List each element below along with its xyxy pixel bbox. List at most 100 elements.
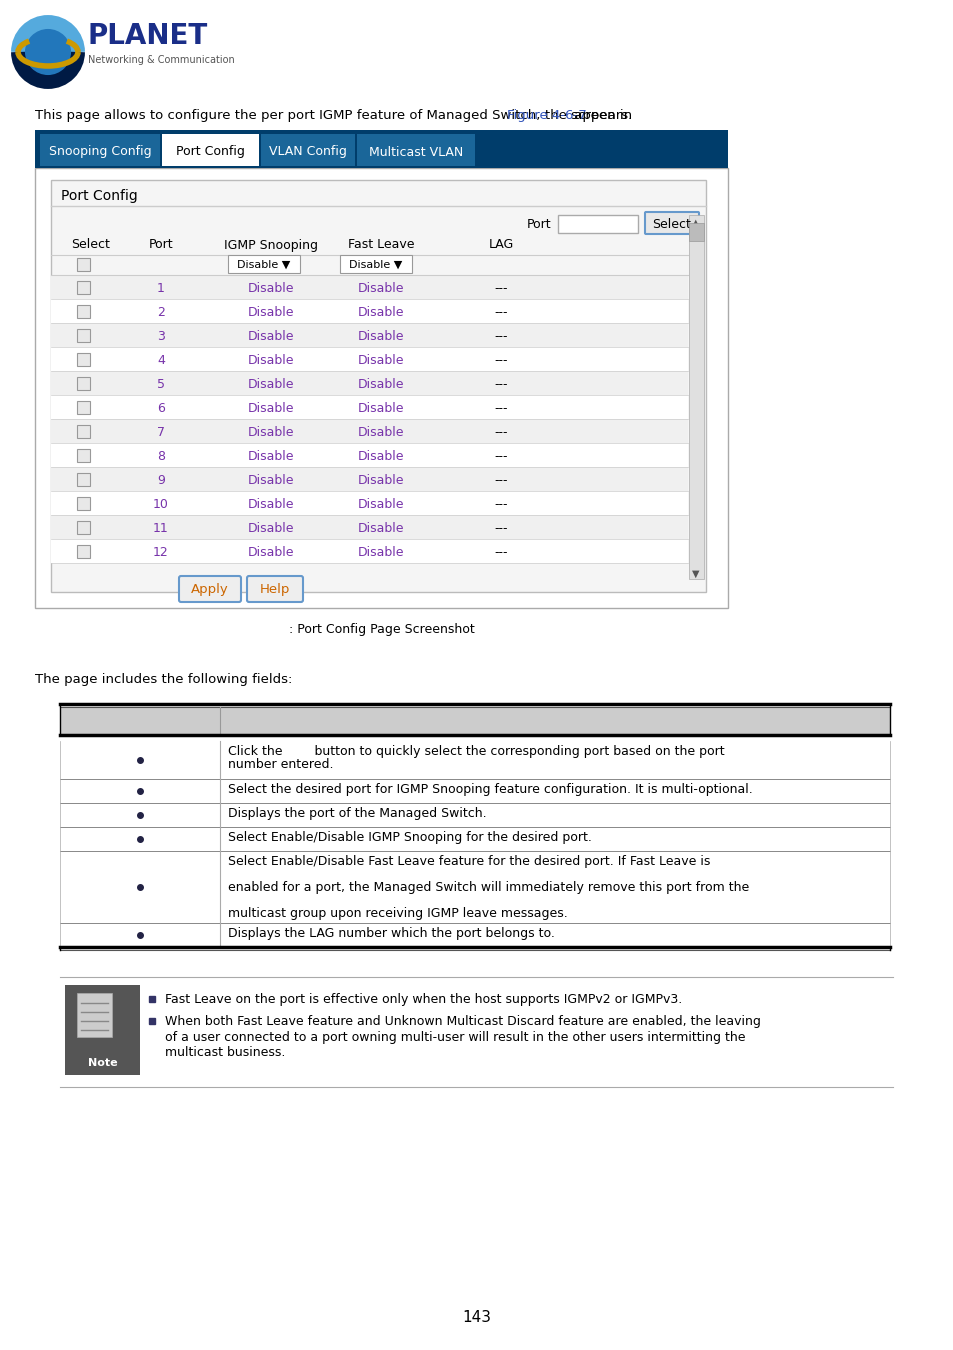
Text: enabled for a port, the Managed Switch will immediately remove this port from th: enabled for a port, the Managed Switch w… (228, 880, 748, 894)
Text: ▲: ▲ (692, 217, 699, 228)
FancyBboxPatch shape (339, 255, 412, 273)
Text: ---: --- (494, 522, 507, 536)
Text: 9: 9 (157, 474, 165, 487)
Text: Disable: Disable (357, 547, 404, 559)
Text: of a user connected to a port owning multi-user will result in the other users i: of a user connected to a port owning mul… (165, 1030, 744, 1044)
Bar (77, 545, 90, 558)
Bar (688, 215, 703, 579)
Bar (65, 986, 140, 1075)
Bar (35, 167, 727, 608)
Text: 3: 3 (157, 331, 165, 343)
Text: Disable: Disable (357, 355, 404, 367)
Text: Figure 4-6-7: Figure 4-6-7 (506, 109, 586, 123)
Bar (51, 323, 687, 347)
Text: ---: --- (494, 498, 507, 512)
Text: Disable: Disable (357, 498, 404, 512)
Text: Select Enable/Disable IGMP Snooping for the desired port.: Select Enable/Disable IGMP Snooping for … (228, 830, 591, 844)
Text: Note: Note (88, 1058, 117, 1068)
Text: Disable: Disable (248, 474, 294, 487)
Text: Disable: Disable (357, 451, 404, 463)
Bar (51, 347, 687, 371)
Text: Disable: Disable (357, 522, 404, 536)
Bar (35, 130, 727, 167)
Text: 143: 143 (462, 1311, 491, 1326)
Text: Select: Select (652, 217, 691, 231)
Bar (51, 396, 687, 418)
Bar (51, 539, 687, 563)
Bar (77, 377, 90, 390)
Text: Disable: Disable (248, 402, 294, 416)
Text: Fast Leave on the port is effective only when the host supports IGMPv2 or IGMPv3: Fast Leave on the port is effective only… (165, 992, 681, 1006)
Text: Disable: Disable (248, 427, 294, 440)
Bar (77, 352, 90, 366)
Text: Port: Port (526, 217, 551, 231)
Text: Port Config: Port Config (176, 146, 245, 158)
Text: Disable ▼: Disable ▼ (237, 261, 291, 270)
Bar (51, 298, 687, 323)
Text: 5: 5 (157, 378, 165, 392)
Text: 2: 2 (157, 306, 165, 320)
Text: Snooping Config: Snooping Config (49, 146, 152, 158)
FancyBboxPatch shape (247, 576, 303, 602)
Text: Disable: Disable (248, 451, 294, 463)
Text: Disable: Disable (357, 427, 404, 440)
Text: ---: --- (494, 378, 507, 392)
Bar (77, 401, 90, 414)
Text: Help: Help (259, 582, 290, 595)
Text: LAG: LAG (488, 239, 513, 251)
Text: Disable: Disable (248, 522, 294, 536)
Bar (51, 467, 687, 491)
Text: Disable: Disable (357, 402, 404, 416)
Bar (77, 425, 90, 437)
Bar (77, 521, 90, 535)
Bar (162, 134, 258, 166)
Text: Displays the LAG number which the port belongs to.: Displays the LAG number which the port b… (228, 926, 555, 940)
Bar (77, 329, 90, 342)
Bar (558, 215, 638, 234)
Bar (51, 371, 687, 396)
FancyBboxPatch shape (179, 576, 241, 602)
Text: Disable: Disable (248, 282, 294, 296)
Text: multicast group upon receiving IGMP leave messages.: multicast group upon receiving IGMP leav… (228, 906, 567, 919)
Text: ---: --- (494, 331, 507, 343)
Text: Disable: Disable (248, 498, 294, 512)
Bar (356, 134, 475, 166)
Bar (77, 281, 90, 294)
Text: appears.: appears. (570, 109, 632, 123)
Text: 7: 7 (157, 427, 165, 440)
Text: Disable: Disable (248, 331, 294, 343)
Text: ---: --- (494, 474, 507, 487)
Text: Apply: Apply (191, 582, 229, 595)
Text: ---: --- (494, 355, 507, 367)
Bar (261, 134, 355, 166)
Bar (77, 994, 112, 1037)
Text: number entered.: number entered. (228, 757, 334, 771)
Text: Disable: Disable (357, 306, 404, 320)
Text: multicast business.: multicast business. (165, 1046, 285, 1060)
Bar (77, 305, 90, 319)
Text: Port Config: Port Config (61, 189, 137, 202)
Bar (77, 450, 90, 462)
FancyBboxPatch shape (228, 255, 299, 273)
Bar (51, 180, 705, 593)
FancyBboxPatch shape (644, 212, 699, 234)
Bar (51, 514, 687, 539)
Text: Multicast VLAN: Multicast VLAN (369, 146, 462, 158)
Bar (51, 275, 687, 298)
Text: Select: Select (71, 239, 111, 251)
Text: Disable: Disable (248, 378, 294, 392)
Text: 12: 12 (153, 547, 169, 559)
Text: Disable: Disable (248, 306, 294, 320)
Text: 6: 6 (157, 402, 165, 416)
Bar (77, 258, 90, 271)
Text: Disable: Disable (357, 378, 404, 392)
Text: Networking & Communication: Networking & Communication (88, 55, 234, 65)
Text: ---: --- (494, 427, 507, 440)
Text: The page includes the following fields:: The page includes the following fields: (35, 674, 292, 687)
Text: 11: 11 (153, 522, 169, 536)
Text: Disable ▼: Disable ▼ (349, 261, 402, 270)
Circle shape (18, 22, 78, 82)
Text: : Port Config Page Screenshot: : Port Config Page Screenshot (289, 624, 474, 636)
Text: ---: --- (494, 402, 507, 416)
Bar (77, 497, 90, 510)
